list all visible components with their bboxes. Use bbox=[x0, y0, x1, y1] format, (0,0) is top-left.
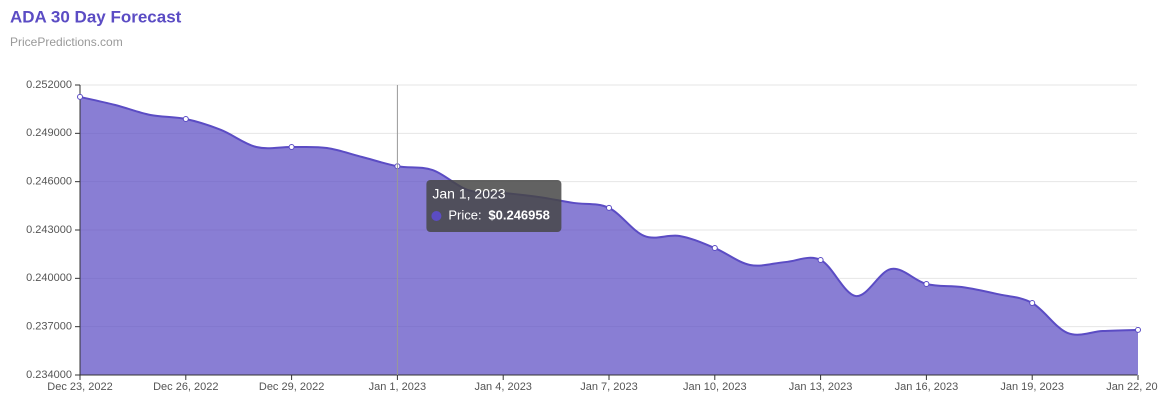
area bbox=[80, 96, 1138, 375]
x-tick-label: Jan 16, 2023 bbox=[895, 381, 959, 393]
point bbox=[711, 245, 718, 252]
y-tick-label: 0.246000 bbox=[26, 176, 72, 188]
x-tick-label: Jan 4, 2023 bbox=[474, 381, 532, 393]
x-tick-label: Jan 22, 2023 bbox=[1106, 381, 1158, 393]
x-tick-label: Jan 13, 2023 bbox=[789, 381, 853, 393]
x-tick-label: Dec 26, 2022 bbox=[153, 381, 218, 393]
point bbox=[923, 280, 930, 287]
tooltip-swatch bbox=[431, 211, 442, 221]
x-tick-label: Jan 1, 2023 bbox=[369, 381, 427, 393]
chart-title: ADA 30 Day Forecast bbox=[10, 7, 182, 26]
tooltip-title: Jan 1, 2023 bbox=[432, 186, 505, 202]
y-tick-label: 0.240000 bbox=[26, 272, 72, 284]
tooltip-label: Price: bbox=[448, 207, 481, 222]
x-tick-label: Jan 10, 2023 bbox=[683, 381, 747, 393]
point bbox=[182, 115, 189, 122]
point bbox=[817, 256, 824, 263]
point bbox=[288, 144, 295, 151]
point bbox=[1135, 326, 1141, 333]
y-tick-label: 0.234000 bbox=[26, 369, 72, 381]
y-tick-label: 0.252000 bbox=[26, 79, 72, 91]
x-tick-label: Dec 29, 2022 bbox=[259, 381, 324, 393]
point bbox=[77, 93, 83, 100]
y-tick-label: 0.237000 bbox=[26, 321, 72, 333]
tooltip-value: $0.246958 bbox=[488, 207, 549, 222]
tooltip-box bbox=[426, 180, 562, 232]
x-tick-label: Jan 7, 2023 bbox=[580, 381, 638, 393]
x-tick-label: Dec 23, 2022 bbox=[47, 381, 112, 393]
chart-subtitle: PricePredictions.com bbox=[10, 35, 123, 49]
point bbox=[606, 204, 612, 211]
y-tick-label: 0.249000 bbox=[26, 127, 72, 139]
point bbox=[1029, 299, 1036, 306]
y-tick-label: 0.243000 bbox=[26, 224, 72, 236]
x-tick-label: Jan 19, 2023 bbox=[1000, 381, 1064, 393]
tooltip: Jan 1, 2023 Price: $0.246958 bbox=[426, 180, 562, 232]
